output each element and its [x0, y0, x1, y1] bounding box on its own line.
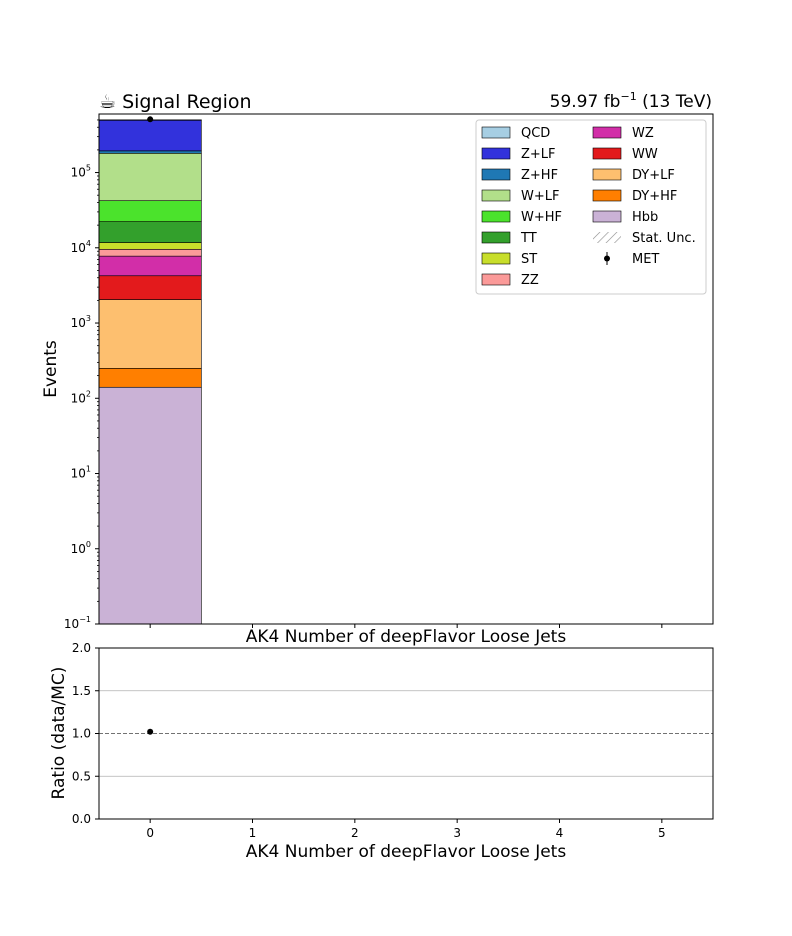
main-ytick-base-2: 10	[71, 467, 86, 481]
legend-swatch-1-2	[592, 168, 622, 181]
main-ytick-label-6: 105	[71, 164, 91, 180]
legend-swatch-0-5	[481, 231, 511, 244]
ratio-ytick-label-4: 2.0	[72, 641, 91, 655]
ratio-xtick-label-5: 5	[658, 826, 666, 840]
legend-label-0-5: TT	[520, 231, 537, 246]
legend-swatch-0-2	[481, 168, 511, 181]
legend-label-0-6: ST	[521, 252, 537, 267]
ratio-y-axis: 0.0 0.5 1.0 1.5 2.0	[72, 641, 99, 826]
stack-bar-z-hf	[98, 150, 202, 154]
legend-marker-dot	[604, 255, 610, 262]
main-plot-frame	[98, 113, 714, 625]
ratio-xtick-label-0: 0	[146, 826, 154, 840]
ratio-ytick-label-2: 1.0	[72, 727, 91, 741]
lumi-value: 59.97 fb	[550, 92, 621, 112]
legend-label-1-1: WW	[632, 147, 658, 162]
legend-label-1-0: WZ	[632, 126, 654, 141]
ratio-point-0	[147, 728, 154, 735]
main-ytick-exp-5: 4	[86, 239, 91, 248]
legend-swatch-1-4	[592, 210, 622, 223]
legend: QCD Z+LF Z+HF W+LF W+HF TT ST ZZ WZ WW DY+LF DY+HF H…	[475, 119, 707, 295]
main-title-right: 59.97 fb−1 (13 TeV)	[550, 90, 712, 112]
ratio-ytick-label-0: 0.0	[72, 812, 91, 826]
legend-label-1-5: Stat. Unc.	[632, 231, 696, 246]
legend-swatch-0-0	[481, 126, 511, 139]
legend-label-0-0: QCD	[521, 126, 550, 141]
main-x-axis	[149, 624, 663, 628]
main-ytick-label-4: 103	[71, 314, 91, 330]
legend-label-1-6: MET	[632, 252, 659, 267]
main-ytick-label-5: 104	[71, 239, 91, 255]
ratio-points	[147, 728, 154, 735]
stack-bar-dy-hf	[98, 368, 202, 388]
main-ytick-exp-2: 1	[86, 465, 91, 474]
main-ytick-base-1: 10	[71, 542, 86, 556]
ratio-xtick-label-1: 1	[249, 826, 257, 840]
legend-box	[475, 119, 707, 295]
legend-label-1-4: Hbb	[632, 210, 658, 225]
main-ytick-exp-4: 3	[86, 314, 91, 323]
stack-bar-zz	[98, 248, 202, 257]
ratio-xtick-label-4: 4	[556, 826, 564, 840]
legend-swatch-0-4	[481, 210, 511, 223]
stack-bar-w-lf	[98, 152, 202, 202]
main-ytick-base-6: 10	[71, 166, 86, 180]
main-y-axis-label: Events	[41, 340, 61, 398]
main-ytick-label-2: 101	[71, 465, 91, 481]
stack-bar-st	[98, 242, 202, 250]
ratio-grid	[99, 690, 713, 777]
legend-label-0-7: ZZ	[521, 273, 539, 288]
legend-label-0-2: Z+HF	[521, 168, 558, 183]
lumi-exponent: −1	[620, 90, 636, 103]
stack-bar-dy-lf	[98, 299, 202, 369]
ratio-x-axis: 0 1 2 3 4 5	[146, 819, 666, 840]
legend-swatch-1-0	[592, 126, 622, 139]
stack-bar-z-lf	[98, 119, 202, 152]
main-title-left: ☕ Signal Region	[99, 91, 252, 113]
legend-swatch-0-3	[481, 189, 511, 202]
legend-swatch-0-6	[481, 252, 511, 265]
main-ytick-exp-0: −1	[79, 615, 91, 624]
main-ytick-label-0: 10−1	[64, 615, 91, 631]
main-ytick-base-0: 10	[64, 617, 79, 631]
main-ytick-base-3: 10	[71, 391, 86, 405]
main-ytick-exp-1: 0	[86, 540, 91, 549]
stack-bar-w-hf	[98, 200, 202, 222]
legend-label-0-3: W+LF	[521, 189, 559, 204]
main-ytick-label-1: 100	[71, 540, 91, 556]
main-ytick-base-5: 10	[71, 241, 86, 255]
stack-bar-tt	[98, 221, 202, 243]
data-points	[147, 116, 154, 123]
legend-label-1-2: DY+LF	[632, 168, 675, 183]
ratio-y-axis-label: Ratio (data/MC)	[49, 667, 69, 800]
legend-label-0-1: Z+LF	[521, 147, 556, 162]
main-ytick-label-3: 102	[71, 389, 91, 405]
main-ytick-exp-3: 2	[86, 389, 91, 398]
ratio-ytick-label-1: 0.5	[72, 769, 91, 783]
main-ytick-base-4: 10	[71, 316, 86, 330]
legend-label-0-4: W+HF	[521, 210, 562, 225]
legend-swatch-1-3	[592, 189, 622, 202]
ratio-xtick-label-2: 2	[351, 826, 359, 840]
stack-bar-ww	[98, 275, 202, 300]
stack-bar-hbb	[98, 386, 202, 625]
lumi-energy: (13 TeV)	[637, 92, 712, 112]
ratio-x-axis-label: AK4 Number of deepFlavor Loose Jets	[246, 842, 567, 862]
main-ytick-exp-6: 5	[86, 164, 91, 173]
legend-swatch-0-1	[481, 147, 511, 160]
ratio-ytick-label-3: 1.5	[72, 684, 91, 698]
legend-swatch-0-7	[481, 273, 511, 286]
data-point-0	[147, 116, 154, 123]
ratio-xtick-label-3: 3	[453, 826, 461, 840]
legend-swatch-1-1	[592, 147, 622, 160]
stack-bar-wz	[98, 255, 202, 277]
main-x-axis-label: AK4 Number of deepFlavor Loose Jets	[246, 627, 567, 647]
legend-swatch-hatch	[593, 232, 621, 243]
stacked-histogram	[98, 119, 202, 625]
legend-label-1-3: DY+HF	[632, 189, 677, 204]
